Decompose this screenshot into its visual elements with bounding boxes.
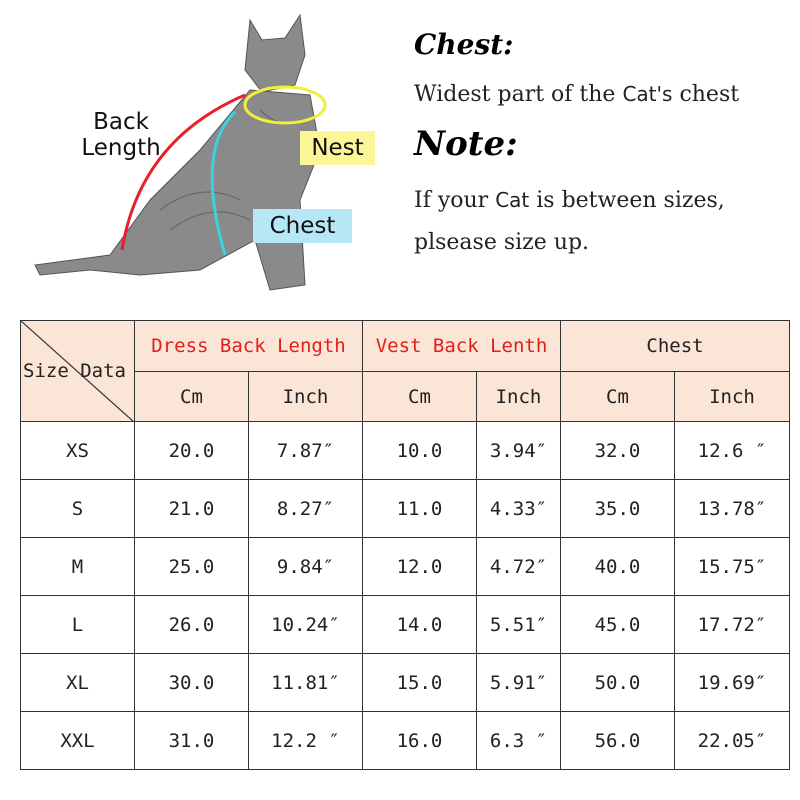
- cell: 22.05″: [674, 711, 790, 770]
- group-header: Dress Back Length: [134, 320, 363, 372]
- size-table: Size Data Dress Back Length Vest Back Lent…: [20, 320, 790, 770]
- cell: 31.0: [134, 711, 249, 770]
- group-header: Chest: [560, 320, 790, 372]
- cat-illustration: [34, 13, 327, 291]
- cell: 30.0: [134, 653, 249, 712]
- cell: 35.0: [560, 479, 675, 538]
- cell: 11.0: [362, 479, 477, 538]
- cell: 56.0: [560, 711, 675, 770]
- subheader: Inch: [674, 371, 790, 422]
- cell: 16.0: [362, 711, 477, 770]
- cell: 11.81″: [248, 653, 363, 712]
- chest-line: [210, 110, 237, 256]
- cell: 21.0: [134, 479, 249, 538]
- cell: 9.84″: [248, 537, 363, 596]
- subheader: Inch: [476, 371, 561, 422]
- chest-heading: Chest:: [414, 28, 514, 61]
- cell: 17.72″: [674, 595, 790, 654]
- chest-description: Widest part of the Cat's chest: [414, 82, 739, 107]
- cell: 5.51″: [476, 595, 561, 654]
- text: Cat: [495, 188, 530, 212]
- text: Widest part of the: [414, 82, 616, 107]
- cell: 10.0: [362, 421, 477, 480]
- text: is between sizes,: [536, 188, 725, 213]
- note-line1: If your Cat is between sizes,: [414, 188, 725, 213]
- cell: 5.91″: [476, 653, 561, 712]
- table-row: M 25.0 9.84″ 12.0 4.72″ 40.0 15.75″: [20, 537, 790, 596]
- cell: 13.78″: [674, 479, 790, 538]
- chest-label: Chest: [253, 209, 352, 243]
- cell: 15.0: [362, 653, 477, 712]
- cell: 7.87″: [248, 421, 363, 480]
- cell: 50.0: [560, 653, 675, 712]
- corner-cell: Size Data: [20, 320, 135, 422]
- cell: 4.33″: [476, 479, 561, 538]
- cell: 14.0: [362, 595, 477, 654]
- cell: 12.0: [362, 537, 477, 596]
- size-cell: L: [20, 595, 135, 654]
- cell: 32.0: [560, 421, 675, 480]
- back-label-line1: Back: [93, 109, 149, 135]
- size-cell: XXL: [20, 711, 135, 770]
- cell: 40.0: [560, 537, 675, 596]
- subheader: Cm: [134, 371, 249, 422]
- note-line2: plsease size up.: [414, 230, 590, 255]
- table-row: XS 20.0 7.87″ 10.0 3.94″ 32.0 12.6 ″: [20, 421, 790, 480]
- subheader: Inch: [248, 371, 363, 422]
- cell: 45.0: [560, 595, 675, 654]
- text: Cat's: [622, 82, 673, 106]
- cell: 25.0: [134, 537, 249, 596]
- back-label-line2: Length: [81, 135, 161, 161]
- table-row: XL 30.0 11.81″ 15.0 5.91″ 50.0 19.69″: [20, 653, 790, 712]
- back-length-line: [120, 93, 246, 251]
- nest-line: [243, 85, 327, 125]
- cell: 12.2 ″: [248, 711, 363, 770]
- subheader: Cm: [560, 371, 675, 422]
- back-length-label: Back Length: [76, 109, 166, 161]
- text: If your: [414, 188, 489, 213]
- cell: 19.69″: [674, 653, 790, 712]
- table-row: XXL 31.0 12.2 ″ 16.0 6.3 ″ 56.0 22.05″: [20, 711, 790, 770]
- nest-label: Nest: [300, 131, 375, 165]
- table-row: S 21.0 8.27″ 11.0 4.33″ 35.0 13.78″: [20, 479, 790, 538]
- cell: 8.27″: [248, 479, 363, 538]
- text: chest: [679, 82, 740, 107]
- corner-label: Size Data: [23, 360, 126, 382]
- cell: 12.6 ″: [674, 421, 790, 480]
- note-heading: Note:: [414, 124, 518, 164]
- cell: 26.0: [134, 595, 249, 654]
- table-row: L 26.0 10.24″ 14.0 5.51″ 45.0 17.72″: [20, 595, 790, 654]
- size-cell: XL: [20, 653, 135, 712]
- cell: 6.3 ″: [476, 711, 561, 770]
- cell: 15.75″: [674, 537, 790, 596]
- cell: 3.94″: [476, 421, 561, 480]
- cell: 4.72″: [476, 537, 561, 596]
- cell: 10.24″: [248, 595, 363, 654]
- cell: 20.0: [134, 421, 249, 480]
- subheader: Cm: [362, 371, 477, 422]
- size-cell: XS: [20, 421, 135, 480]
- group-header: Vest Back Lenth: [362, 320, 561, 372]
- size-cell: M: [20, 537, 135, 596]
- size-cell: S: [20, 479, 135, 538]
